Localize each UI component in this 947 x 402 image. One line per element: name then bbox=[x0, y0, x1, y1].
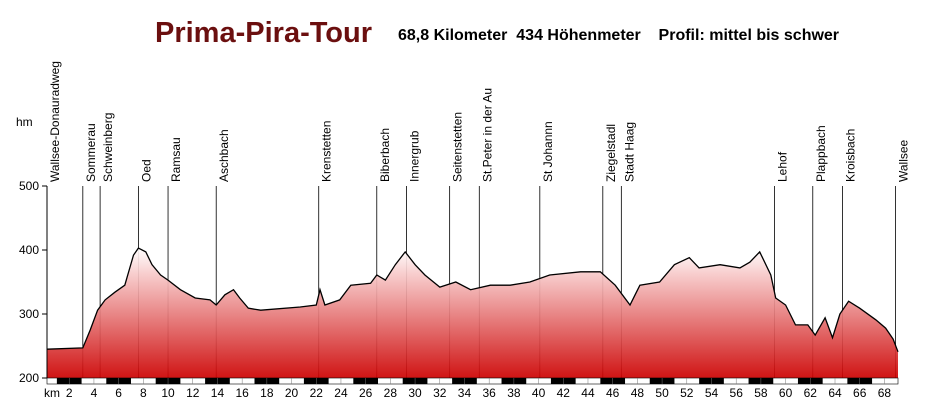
marker-label: Krenstetten bbox=[320, 121, 334, 182]
marker-label: Stadt Haag bbox=[622, 122, 636, 182]
x-tick-label: 50 bbox=[655, 386, 669, 400]
marker-label: Ramsau bbox=[169, 137, 183, 182]
x-tick-label: 14 bbox=[211, 386, 225, 400]
x-tick-label: 38 bbox=[507, 386, 521, 400]
marker-label: Seitenstetten bbox=[451, 112, 465, 182]
y-axis-label: hm bbox=[16, 115, 33, 129]
x-tick-label: 34 bbox=[458, 386, 472, 400]
x-tick-label: 60 bbox=[779, 386, 793, 400]
x-tick-label: 64 bbox=[828, 386, 842, 400]
y-tick-label: 500 bbox=[19, 179, 39, 193]
x-tick-label: 44 bbox=[581, 386, 595, 400]
marker-label: Ziegelstadl bbox=[604, 124, 618, 182]
x-tick-label: 8 bbox=[140, 386, 147, 400]
x-tick-label: 4 bbox=[91, 386, 98, 400]
profile-line bbox=[46, 247, 899, 353]
x-tick-label: 68 bbox=[878, 386, 892, 400]
x-tick-label: 56 bbox=[730, 386, 744, 400]
marker-label: Wallsee bbox=[897, 139, 911, 182]
marker-label: Oed bbox=[139, 159, 153, 182]
x-tick-label: 66 bbox=[853, 386, 867, 400]
y-tick-label: 200 bbox=[19, 371, 39, 385]
x-tick-label: 46 bbox=[606, 386, 620, 400]
marker-label: St Johannn bbox=[541, 121, 555, 182]
x-tick-label: 40 bbox=[532, 386, 546, 400]
x-axis-label: km bbox=[44, 386, 60, 400]
x-tick-label: 24 bbox=[334, 386, 348, 400]
x-tick-label: 36 bbox=[482, 386, 496, 400]
chart-title: Prima-Pira-Tour bbox=[155, 17, 372, 49]
marker-label: Sommerau bbox=[84, 123, 98, 182]
x-tick-label: 26 bbox=[359, 386, 373, 400]
x-tick-label: 18 bbox=[260, 386, 274, 400]
x-tick-label: 12 bbox=[186, 386, 200, 400]
marker-label: Plappbach bbox=[814, 125, 828, 182]
marker-label: Innergrub bbox=[407, 130, 421, 182]
y-tick-label: 400 bbox=[19, 243, 39, 257]
x-tick-label: 32 bbox=[433, 386, 447, 400]
x-tick-label: 54 bbox=[705, 386, 719, 400]
marker-label: Wallsee-Donauradweg bbox=[48, 61, 62, 182]
x-tick-label: 20 bbox=[285, 386, 299, 400]
marker-label: Aschbach bbox=[217, 129, 231, 182]
x-tick-label: 62 bbox=[804, 386, 818, 400]
x-tick-label: 22 bbox=[310, 386, 324, 400]
x-tick-label: 30 bbox=[408, 386, 422, 400]
x-tick-label: 52 bbox=[680, 386, 694, 400]
marker-label: Kroisbach bbox=[843, 129, 857, 182]
x-tick-label: 28 bbox=[384, 386, 398, 400]
marker-label: St.Peter in der Au bbox=[480, 88, 494, 182]
y-tick-label: 300 bbox=[19, 307, 39, 321]
x-tick-label: 2 bbox=[66, 386, 73, 400]
marker-label: Schweinberg bbox=[101, 113, 115, 182]
x-tick-label: 6 bbox=[115, 386, 122, 400]
x-tick-label: 16 bbox=[235, 386, 249, 400]
x-tick-label: 42 bbox=[557, 386, 571, 400]
x-tick-label: 58 bbox=[754, 386, 768, 400]
marker-label: Biberbach bbox=[378, 128, 392, 182]
marker-label: Lehof bbox=[775, 151, 789, 182]
area-fill bbox=[47, 248, 898, 378]
x-tick-label: 48 bbox=[631, 386, 645, 400]
chart-subtitle: 68,8 Kilometer 434 Höhenmeter Profil: mi… bbox=[398, 27, 839, 44]
x-tick-label: 10 bbox=[161, 386, 175, 400]
